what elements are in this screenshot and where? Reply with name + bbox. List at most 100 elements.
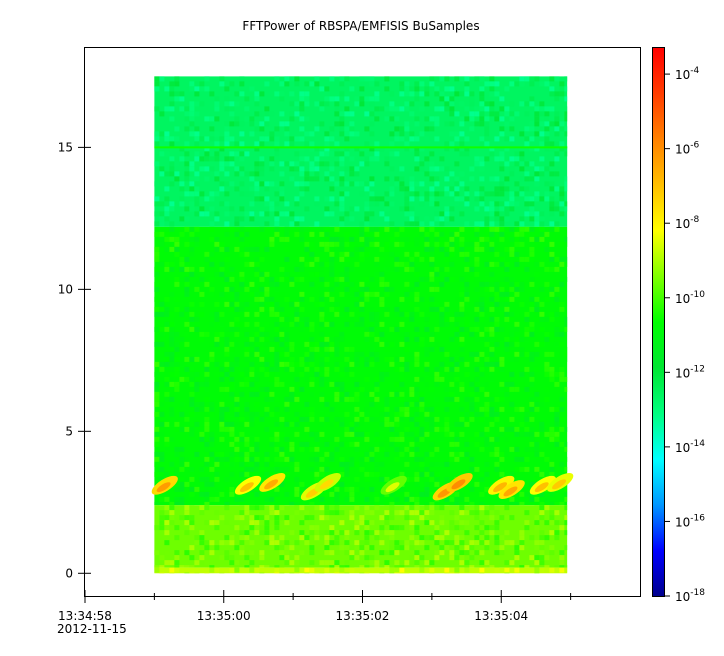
noise-cell	[419, 181, 425, 187]
noise-cell	[269, 131, 275, 137]
noise-cell	[184, 106, 190, 112]
noise-cell	[494, 316, 500, 322]
noise-cell	[244, 491, 250, 497]
noise-cell	[204, 251, 210, 257]
noise-cell	[384, 286, 390, 292]
noise-cell	[259, 326, 265, 332]
noise-cell	[524, 436, 530, 442]
noise-cell	[359, 221, 365, 227]
noise-cell	[409, 476, 415, 482]
noise-cell	[429, 226, 435, 232]
noise-cell	[194, 81, 200, 87]
noise-cell	[279, 456, 285, 462]
noise-cell	[524, 231, 530, 237]
noise-cell	[214, 451, 220, 457]
noise-cell	[374, 226, 380, 232]
noise-cell	[459, 121, 465, 127]
noise-cell	[424, 231, 430, 237]
noise-cell	[484, 406, 490, 412]
noise-cell	[159, 366, 165, 372]
colorbar-tick-label: 10-14	[675, 439, 705, 455]
noise-cell	[474, 321, 480, 327]
noise-cell	[329, 421, 335, 427]
noise-cell	[534, 451, 540, 457]
noise-cell	[179, 106, 185, 112]
noise-cell	[339, 520, 345, 526]
noise-cell	[339, 246, 345, 252]
noise-cell	[549, 336, 555, 342]
noise-cell	[479, 246, 485, 252]
noise-cell	[189, 186, 195, 192]
noise-cell	[334, 510, 340, 516]
noise-cell	[184, 141, 190, 147]
noise-cell	[324, 505, 330, 511]
noise-cell	[174, 366, 180, 372]
noise-cell	[399, 567, 405, 573]
noise-cell	[469, 545, 475, 551]
noise-cell	[544, 166, 550, 172]
noise-cell	[334, 336, 340, 342]
noise-cell	[324, 136, 330, 142]
noise-cell	[209, 436, 215, 442]
noise-cell	[439, 246, 445, 252]
noise-cell	[499, 116, 505, 122]
noise-cell	[499, 496, 505, 502]
noise-cell	[269, 166, 275, 172]
noise-cell	[249, 191, 255, 197]
noise-cell	[479, 186, 485, 192]
noise-cell	[554, 76, 560, 82]
noise-cell	[224, 461, 230, 467]
noise-cell	[564, 256, 568, 262]
noise-cell	[344, 181, 350, 187]
noise-cell	[284, 550, 290, 556]
noise-cell	[219, 311, 225, 317]
noise-cell	[419, 276, 425, 282]
noise-cell	[444, 396, 450, 402]
noise-cell	[409, 301, 415, 307]
noise-cell	[474, 535, 480, 541]
noise-cell	[424, 301, 430, 307]
noise-cell	[304, 535, 310, 541]
noise-cell	[214, 371, 220, 377]
noise-cell	[414, 296, 420, 302]
noise-cell	[524, 545, 530, 551]
noise-cell	[539, 156, 545, 162]
noise-cell	[274, 406, 280, 412]
noise-cell	[254, 535, 260, 541]
noise-cell	[249, 281, 255, 287]
noise-cell	[514, 567, 520, 573]
noise-cell	[354, 411, 360, 417]
noise-cell	[314, 176, 320, 182]
noise-cell	[389, 356, 395, 362]
noise-cell	[449, 456, 455, 462]
noise-cell	[464, 496, 470, 502]
noise-cell	[529, 206, 535, 212]
noise-cell	[174, 241, 180, 247]
noise-cell	[509, 311, 515, 317]
noise-cell	[444, 386, 450, 392]
noise-cell	[364, 301, 370, 307]
noise-cell	[344, 106, 350, 112]
noise-cell	[539, 550, 545, 556]
noise-cell	[184, 356, 190, 362]
noise-cell	[474, 286, 480, 292]
noise-cell	[184, 510, 190, 516]
noise-cell	[314, 431, 320, 437]
noise-cell	[549, 520, 555, 526]
noise-cell	[324, 416, 330, 422]
noise-cell	[549, 286, 555, 292]
noise-cell	[169, 560, 175, 566]
noise-cell	[319, 271, 325, 277]
noise-cell	[229, 560, 235, 566]
noise-cell	[399, 371, 405, 377]
noise-cell	[289, 530, 295, 536]
noise-cell	[289, 456, 295, 462]
noise-cell	[534, 316, 540, 322]
noise-cell	[429, 356, 435, 362]
noise-cell	[339, 171, 345, 177]
noise-cell	[209, 431, 215, 437]
noise-cell	[179, 201, 185, 207]
noise-cell	[219, 396, 225, 402]
noise-cell	[369, 191, 375, 197]
noise-cell	[499, 211, 505, 217]
